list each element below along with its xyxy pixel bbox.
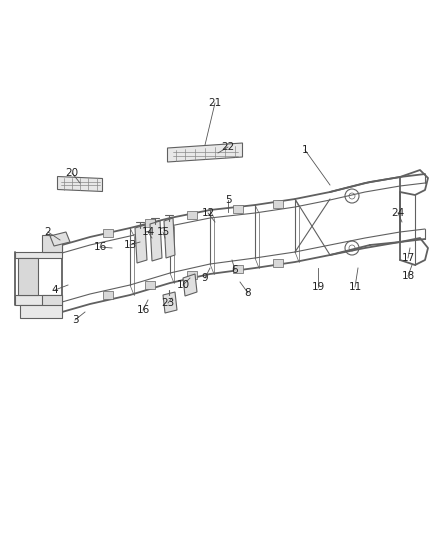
Text: 8: 8 xyxy=(245,288,251,298)
Polygon shape xyxy=(183,274,197,296)
Text: 5: 5 xyxy=(225,195,231,205)
Polygon shape xyxy=(167,143,243,162)
Text: 18: 18 xyxy=(401,271,415,281)
Polygon shape xyxy=(273,259,283,267)
Polygon shape xyxy=(57,176,102,191)
Polygon shape xyxy=(145,281,155,289)
Text: 22: 22 xyxy=(221,142,235,152)
Polygon shape xyxy=(233,265,243,273)
Text: 12: 12 xyxy=(201,208,215,218)
Polygon shape xyxy=(42,295,62,312)
Polygon shape xyxy=(135,225,147,263)
Text: 15: 15 xyxy=(156,227,170,237)
Polygon shape xyxy=(103,229,113,237)
Text: 13: 13 xyxy=(124,240,137,250)
Text: 16: 16 xyxy=(136,305,150,315)
Text: 6: 6 xyxy=(232,265,238,275)
Polygon shape xyxy=(187,271,197,279)
Text: 1: 1 xyxy=(302,145,308,155)
Text: 23: 23 xyxy=(161,298,175,308)
Text: 19: 19 xyxy=(311,282,325,292)
Polygon shape xyxy=(273,200,283,208)
Text: 10: 10 xyxy=(177,280,190,290)
Text: 16: 16 xyxy=(93,242,106,252)
Polygon shape xyxy=(15,295,62,305)
Text: 20: 20 xyxy=(65,168,78,178)
Text: 4: 4 xyxy=(52,285,58,295)
Text: 2: 2 xyxy=(45,227,51,237)
Text: 14: 14 xyxy=(141,227,155,237)
Polygon shape xyxy=(187,211,197,219)
Polygon shape xyxy=(150,221,162,261)
Polygon shape xyxy=(20,305,62,318)
Polygon shape xyxy=(163,292,177,313)
Polygon shape xyxy=(145,219,155,227)
Text: 9: 9 xyxy=(201,273,208,283)
Text: 24: 24 xyxy=(392,208,405,218)
Polygon shape xyxy=(164,218,175,258)
Text: 3: 3 xyxy=(72,315,78,325)
Polygon shape xyxy=(103,291,113,299)
Text: 17: 17 xyxy=(401,253,415,263)
Text: 21: 21 xyxy=(208,98,222,108)
Polygon shape xyxy=(15,252,62,258)
Polygon shape xyxy=(42,235,62,252)
Polygon shape xyxy=(50,232,70,246)
Polygon shape xyxy=(18,258,38,295)
Polygon shape xyxy=(233,205,243,213)
Text: 11: 11 xyxy=(348,282,362,292)
